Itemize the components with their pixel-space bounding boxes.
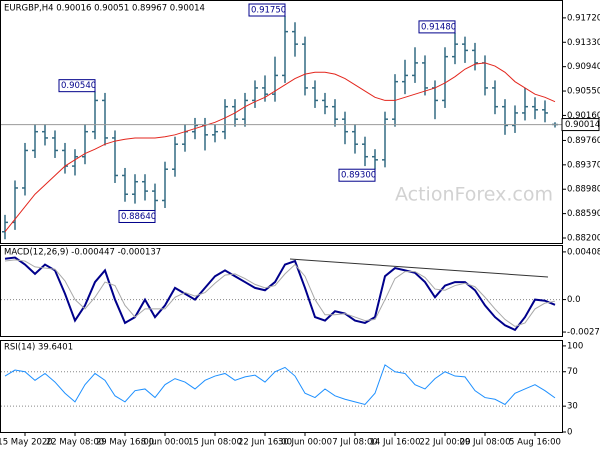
x-tick-label: 29 Jul 08:00 [460, 438, 511, 448]
x-tick-label: 15 Jun 08:00 [188, 438, 242, 448]
trend-line [289, 258, 549, 278]
macd-panel [0, 245, 563, 337]
watermark: ActionForex.com [395, 184, 553, 206]
indicator-line [4, 364, 556, 406]
y-tick-label: 0.90550 [567, 87, 600, 97]
y-tick-label: 0.88590 [567, 209, 600, 219]
y-tick-label: 0.89760 [567, 136, 600, 146]
price-annotation: 0.88640 [121, 212, 156, 222]
y-tick-label: 0.91330 [567, 38, 600, 48]
y-tick-label: 0.90940 [567, 62, 600, 72]
y-tick-label: 30 [567, 402, 578, 412]
x-tick-label: 30 Jun 00:00 [278, 438, 332, 448]
moving-average [4, 62, 556, 233]
y-tick-label: 0.0 [567, 295, 581, 305]
x-tick-label: 5 Aug 16:00 [509, 438, 561, 448]
indicator-line [4, 256, 556, 332]
y-tick-label: 70 [567, 367, 578, 377]
last-price-label: 0.90014 [565, 120, 600, 130]
y-tick-label: 0.89370 [567, 160, 600, 170]
price-annotation: 0.91750 [251, 6, 286, 16]
price-annotation: 0.89300 [341, 171, 376, 181]
y-tick-label: 0.88980 [567, 185, 600, 195]
x-tick-label: 7 Jul 08:00 [332, 438, 378, 448]
y-tick-label: -0.002782 [567, 328, 600, 338]
x-tick-label: 8 Jun 00:00 [141, 438, 190, 448]
price-annotation-box [118, 209, 156, 223]
y-tick-label: 0.90160 [567, 111, 600, 121]
price-annotation-box [58, 79, 96, 93]
price-annotation-box [248, 3, 286, 17]
last-price-box [561, 118, 600, 132]
x-tick-label: 29 May 16:00 [96, 438, 154, 448]
y-tick-label: 0 [567, 428, 572, 438]
rsi-panel [0, 340, 563, 433]
x-tick-label: 22 Jul 00:00 [420, 438, 471, 448]
price-annotation-box [338, 168, 376, 182]
x-tick-label: 14 Jul 16:00 [370, 438, 421, 448]
macd-title: MACD(12,26,9) -0.000447 -0.000137 [4, 248, 161, 258]
y-tick-label: 100 [567, 341, 583, 351]
rsi-title: RSI(14) 39.6401 [4, 343, 73, 353]
x-tick-label: 22 Jun 16:00 [238, 438, 292, 448]
x-tick-label: 22 May 08:00 [46, 438, 104, 448]
price-annotation-box [418, 20, 456, 34]
price-annotation: 0.90540 [61, 81, 96, 91]
price-title: EURGBP,H4 0.90016 0.90051 0.89967 0.9001… [4, 4, 205, 14]
x-tick-label: 15 May 2020 [0, 438, 53, 448]
y-tick-label: 0.88200 [567, 233, 600, 243]
y-tick-label: 0.004085 [567, 247, 600, 257]
price-annotation: 0.91480 [421, 22, 456, 32]
indicator-line [4, 259, 556, 327]
y-tick-label: 0.91720 [567, 13, 600, 23]
